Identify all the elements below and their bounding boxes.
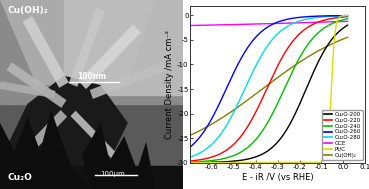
Cu₂O-200 — [184, 161, 188, 164]
Cu₂O-200 — [232, 160, 236, 162]
Polygon shape — [23, 16, 69, 88]
Polygon shape — [0, 110, 92, 189]
Cu₂O-200 — [210, 161, 214, 163]
Y-axis label: Current Density /mA cm⁻²: Current Density /mA cm⁻² — [165, 30, 175, 139]
GCE — [287, 22, 292, 24]
Bar — [64, 0, 183, 94]
Cu₂O-280 — [345, 15, 350, 17]
Line: Cu₂O-240: Cu₂O-240 — [186, 19, 348, 162]
Polygon shape — [9, 76, 128, 180]
Line: Pt/C: Pt/C — [186, 15, 348, 163]
Polygon shape — [7, 62, 66, 108]
Polygon shape — [0, 0, 155, 85]
Cu₂O-260 — [184, 149, 188, 151]
Cu₂O-260 — [345, 14, 350, 17]
Cu₂O-280 — [287, 24, 292, 26]
Cu₂O-240 — [232, 154, 236, 157]
Cu(OH)₂ — [345, 36, 350, 38]
Cu₂O-280 — [183, 157, 188, 159]
Cu₂O-240 — [184, 161, 188, 163]
Cu₂O-200 — [209, 161, 213, 163]
Cu₂O-280 — [209, 144, 213, 146]
Cu(OH)₂ — [184, 136, 188, 138]
Cu₂O-260 — [287, 18, 292, 20]
Pt/C — [183, 161, 188, 164]
Legend: Cu₂O-200, Cu₂O-220, Cu₂O-240, Cu₂O-260, Cu₂O-280, GCE, Pt/C, Cu(OH)₂: Cu₂O-200, Cu₂O-220, Cu₂O-240, Cu₂O-260, … — [322, 110, 362, 160]
Cu₂O-220 — [183, 160, 188, 163]
GCE — [345, 20, 350, 22]
Cu₂O-220 — [209, 156, 213, 158]
Pt/C — [345, 14, 350, 17]
Cu₂O-240 — [183, 161, 188, 163]
GCE — [183, 24, 188, 27]
GCE — [335, 21, 339, 23]
Cu(OH)₂ — [183, 136, 188, 139]
Cu₂O-280 — [184, 157, 188, 159]
Cu₂O-220 — [287, 45, 292, 47]
Pt/C — [287, 161, 292, 164]
Cu₂O-280 — [210, 143, 214, 146]
Cu₂O-220 — [210, 156, 214, 158]
Bar — [0, 166, 183, 189]
Cu₂O-240 — [209, 160, 213, 162]
Polygon shape — [15, 110, 67, 164]
Line: Cu₂O-220: Cu₂O-220 — [186, 17, 348, 161]
Cu₂O-200 — [345, 24, 350, 26]
Cu₂O-260 — [210, 118, 214, 120]
Line: Cu₂O-280: Cu₂O-280 — [186, 16, 348, 158]
Cu₂O-200 — [183, 161, 188, 164]
Text: 100μm: 100μm — [100, 171, 125, 177]
Polygon shape — [78, 24, 141, 89]
Line: Cu(OH)₂: Cu(OH)₂ — [186, 37, 348, 137]
Line: Cu₂O-260: Cu₂O-260 — [186, 15, 348, 150]
Polygon shape — [0, 81, 55, 98]
Cu₂O-200 — [287, 124, 292, 126]
Cu₂O-200 — [335, 33, 339, 35]
Cu(OH)₂ — [232, 109, 236, 111]
Line: Cu₂O-200: Cu₂O-200 — [186, 25, 348, 163]
Cu₂O-260 — [209, 119, 213, 121]
Pt/C — [335, 22, 339, 24]
Cu₂O-220 — [184, 160, 188, 163]
Cu₂O-260 — [335, 15, 339, 17]
GCE — [184, 24, 188, 27]
Polygon shape — [69, 8, 105, 87]
GCE — [209, 24, 213, 26]
Pt/C — [210, 161, 214, 164]
Cu₂O-280 — [335, 15, 339, 17]
Cu₂O-240 — [210, 160, 214, 162]
Cu₂O-280 — [232, 111, 236, 113]
Cu(OH)₂ — [335, 41, 339, 43]
Pt/C — [209, 161, 213, 164]
Polygon shape — [82, 123, 155, 189]
Pt/C — [232, 161, 236, 164]
X-axis label: E - iR /V (vs RHE): E - iR /V (vs RHE) — [242, 173, 314, 182]
Text: 100nm: 100nm — [77, 72, 106, 81]
GCE — [232, 23, 236, 26]
Cu₂O-240 — [287, 77, 292, 79]
Cu₂O-260 — [232, 71, 236, 74]
Line: GCE: GCE — [186, 21, 348, 26]
Cu₂O-220 — [232, 143, 236, 145]
Polygon shape — [90, 62, 166, 99]
GCE — [210, 24, 214, 26]
Cu₂O-240 — [335, 21, 339, 23]
Pt/C — [184, 161, 188, 164]
Cu₂O-240 — [345, 18, 350, 20]
Polygon shape — [70, 111, 121, 163]
Bar — [0, 0, 183, 104]
Cu(OH)₂ — [210, 123, 214, 125]
Cu(OH)₂ — [287, 68, 292, 70]
Cu₂O-220 — [345, 15, 350, 18]
Cu₂O-220 — [335, 17, 339, 19]
Text: Cu(OH)₂: Cu(OH)₂ — [7, 6, 48, 15]
Text: Cu₂O: Cu₂O — [7, 173, 32, 182]
Cu(OH)₂ — [209, 123, 213, 125]
Cu₂O-260 — [183, 149, 188, 152]
